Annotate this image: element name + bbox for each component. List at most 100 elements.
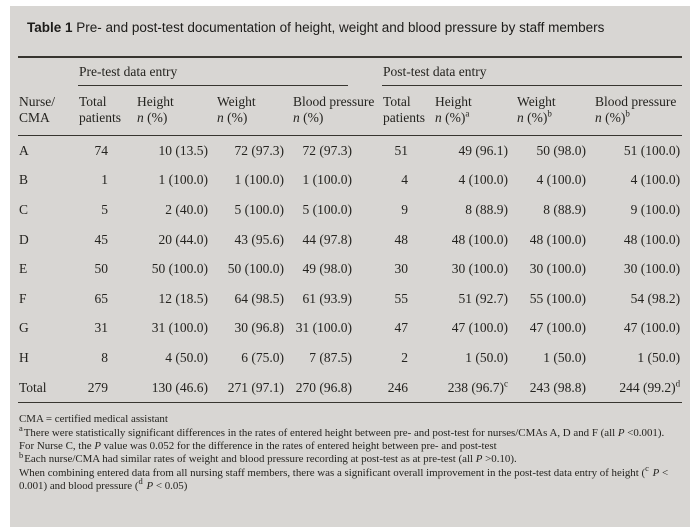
- col-header-post-height: Height n (%)a: [434, 86, 517, 136]
- table-cell: 279: [78, 372, 136, 404]
- table-cell: 243 (98.8): [516, 372, 595, 404]
- table-cell: 1 (100.0): [234, 172, 285, 188]
- col-header-pre-blood-pressure: Blood pressure n (%): [292, 86, 383, 136]
- italic-p: P: [475, 453, 483, 466]
- table-cell: 244 (99.2)d: [594, 372, 683, 404]
- italic-p: P: [652, 466, 660, 479]
- table-cell: 4 (100.0): [536, 172, 587, 188]
- table-cell: 48: [394, 231, 409, 247]
- table-panel: Table 1 Pre- and post-test documentation…: [10, 6, 690, 527]
- table-cell: 1 (50.0): [637, 349, 681, 365]
- table-row: C 5 2 (40.0) 5 (100.0) 5 (100.0) 9 8 (88.9) 8 (…: [18, 195, 682, 225]
- table-row: H 8 4 (50.0) 6 (75.0) 7 (87.5) 2 1 (50.0) 1 (50…: [18, 343, 682, 373]
- table-cell: 9 (100.0): [630, 201, 681, 217]
- italic-p: P: [94, 439, 101, 452]
- table-cell: 1: [101, 172, 108, 188]
- table-cell: 1 (50.0): [465, 349, 509, 365]
- table-cell: 7 (87.5): [309, 349, 353, 365]
- col-header-post-weight: Weight n (%)b: [516, 86, 595, 136]
- table-cell: 12 (18.5): [158, 290, 209, 306]
- row-label: A: [19, 142, 29, 158]
- table-cell: 8 (88.9): [543, 201, 587, 217]
- table-caption: Table 1 Pre- and post-test documentation…: [18, 6, 635, 37]
- table-cell: 1 (50.0): [543, 349, 587, 365]
- table-cell: 6 (75.0): [241, 349, 284, 365]
- italic-p: P: [617, 426, 625, 439]
- spanner-post-test-label: Post-test data entry: [382, 58, 683, 86]
- col-header-pre-weight: Weight n (%): [216, 86, 292, 136]
- table-cell: 2 (40.0): [165, 201, 208, 217]
- table-cell: 51 (92.7): [458, 290, 509, 306]
- table-cell: 30 (100.0): [529, 261, 587, 277]
- table-cell: 30 (100.0): [451, 261, 509, 277]
- table-row: Total 279 130 (46.6) 271 (97.1) 270 (96.8) 24…: [18, 372, 683, 404]
- row-label: C: [19, 201, 29, 217]
- col-header-pre-total: Total patients: [78, 86, 136, 136]
- table-cell: 270 (96.8): [292, 372, 383, 404]
- table-row: G 31 31 (100.0) 30 (96.8) 31 (100.0) 47 47 (10…: [18, 314, 682, 344]
- table-cell: 1 (100.0): [302, 172, 353, 188]
- col-header-post-blood-pressure: Blood pressure n (%)b: [594, 86, 683, 136]
- row-label: H: [19, 349, 29, 365]
- table-cell: 30 (96.8): [234, 320, 285, 336]
- table-cell: 61 (93.9): [302, 290, 353, 306]
- table-cell: 246: [382, 372, 435, 404]
- table-row: D 45 20 (44.0) 43 (95.6) 44 (97.8) 48 48 (100.…: [18, 225, 682, 255]
- footnote-marker: d: [675, 378, 681, 389]
- col-header-nurse-cma: Nurse/ CMA: [18, 86, 78, 136]
- table-cell: 74: [94, 142, 109, 158]
- table-cell: 48 (100.0): [451, 231, 509, 247]
- data-table: Pre-test data entry Post-test data entry…: [18, 56, 683, 404]
- row-label: D: [19, 231, 29, 247]
- table-cell: 49 (96.1): [458, 142, 509, 158]
- column-header-row: Nurse/ CMA Total patients Height n (%) W…: [18, 86, 683, 136]
- table-cell: 5 (100.0): [302, 201, 353, 217]
- table-cell: 4: [401, 172, 409, 188]
- table-cell: 43 (95.6): [234, 231, 285, 247]
- table-cell: 55 (100.0): [529, 290, 587, 306]
- footnote-marker: b: [19, 449, 24, 460]
- table-cell: 20 (44.0): [158, 231, 209, 247]
- table-cell: 130 (46.6): [136, 372, 216, 404]
- spanner-empty: [18, 56, 78, 86]
- row-label: F: [19, 290, 27, 306]
- table-cell: 30 (100.0): [623, 261, 681, 277]
- footnote-marker: c: [504, 378, 509, 389]
- footnote: bEach nurse/CMA had similar rates of wei…: [19, 449, 517, 466]
- row-label: Total: [18, 372, 78, 404]
- table-cell: 47: [394, 320, 409, 336]
- table-cell: 5 (100.0): [234, 201, 285, 217]
- table-row: E 50 50 (100.0) 50 (100.0) 49 (98.0) 30 30 (10…: [18, 254, 682, 284]
- table-cell: 271 (97.1): [216, 372, 292, 404]
- footnote: When combining entered data from all nur…: [19, 462, 669, 492]
- table-cell: 45: [94, 231, 109, 247]
- table-cell: 47 (100.0): [451, 320, 509, 336]
- table-cell: 50 (98.0): [536, 142, 587, 158]
- table-cell: 50: [94, 261, 109, 277]
- table-cell: 51 (100.0): [623, 142, 681, 158]
- table-body: A 74 10 (13.5) 72 (97.3) 72 (97.3) 51 49 (96.1…: [18, 136, 683, 404]
- footnotes: CMA = certified medical assistant aThere …: [19, 413, 679, 493]
- table-cell: 4 (100.0): [458, 172, 509, 188]
- row-label: B: [19, 172, 29, 188]
- table-cell: 1 (100.0): [158, 172, 209, 188]
- table-cell: 47 (100.0): [623, 320, 681, 336]
- table-cell: 31: [94, 320, 109, 336]
- table-cell: 47 (100.0): [529, 320, 587, 336]
- spanner-row: Pre-test data entry Post-test data entry: [18, 56, 683, 86]
- col-header-pre-height: Height n (%): [136, 86, 216, 136]
- table-cell: 72 (97.3): [302, 142, 353, 158]
- spanner-pre-test-label: Pre-test data entry: [78, 58, 349, 86]
- footnote-marker: a: [19, 423, 23, 434]
- table-cell: 5: [101, 201, 108, 217]
- table-cell: 48 (100.0): [529, 231, 587, 247]
- table-number: Table 1: [27, 20, 73, 35]
- table-cell: 8 (88.9): [465, 201, 509, 217]
- footnote: CMA = certified medical assistant: [19, 413, 168, 426]
- table-cell: 48 (100.0): [623, 231, 681, 247]
- table-cell: 44 (97.8): [302, 231, 353, 247]
- table-row: A 74 10 (13.5) 72 (97.3) 72 (97.3) 51 49 (96.1…: [18, 136, 682, 166]
- table-cell: 30: [394, 261, 409, 277]
- table-cell: 72 (97.3): [234, 142, 285, 158]
- table-cell: 65: [94, 290, 109, 306]
